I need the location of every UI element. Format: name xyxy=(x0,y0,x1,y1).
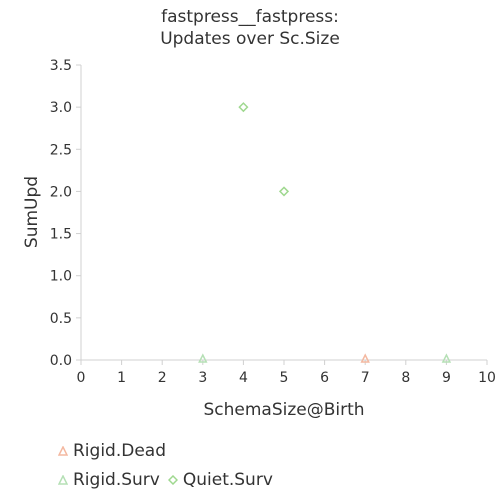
legend-label-rigid-dead: Rigid.Dead xyxy=(73,440,167,461)
data-point-rigid-surv xyxy=(198,353,208,363)
x-tick-label: 0 xyxy=(77,370,86,386)
data-point-quiet-surv xyxy=(238,102,249,113)
x-tick-label: 5 xyxy=(280,370,289,386)
y-tick-label: 1.0 xyxy=(50,269,72,285)
legend-item-rigid-dead: Rigid.Dead xyxy=(58,441,166,461)
y-tick-label: 2.0 xyxy=(50,184,72,200)
chart-title: fastpress__fastpress: Updates over Sc.Si… xyxy=(0,6,500,50)
x-tick-label: 8 xyxy=(401,370,410,386)
x-tick-label: 9 xyxy=(442,370,451,386)
y-tick-label: 0.0 xyxy=(50,353,72,369)
x-tick-label: 2 xyxy=(158,370,167,386)
x-axis-label: SchemaSize@Birth xyxy=(203,400,364,420)
x-tick-label: 1 xyxy=(117,370,126,386)
legend: Rigid.Dead Rigid.Surv Quiet.Surv xyxy=(58,436,281,494)
chart-title-line-1: fastpress__fastpress: xyxy=(161,7,339,27)
diamond-icon xyxy=(167,474,178,485)
x-tick-label: 4 xyxy=(239,370,248,386)
data-point-rigid-surv xyxy=(441,353,452,363)
legend-row: Rigid.Dead xyxy=(58,436,281,465)
legend-row: Rigid.Surv Quiet.Surv xyxy=(58,465,281,494)
chart-title-line-2: Updates over Sc.Size xyxy=(160,29,340,49)
legend-item-rigid-surv: Rigid.Surv xyxy=(58,470,160,490)
x-tick-label: 10 xyxy=(478,370,496,386)
y-tick-label: 3.5 xyxy=(50,58,72,74)
y-tick-label: 1.5 xyxy=(50,227,72,243)
x-tick-label: 6 xyxy=(320,370,329,386)
y-axis-label: SumUpd xyxy=(22,176,42,248)
triangle-icon xyxy=(58,445,68,456)
x-tick-label: 7 xyxy=(361,370,370,386)
data-point-quiet-surv xyxy=(278,186,290,197)
x-tick-label: 3 xyxy=(198,370,207,386)
data-points xyxy=(198,102,452,363)
y-tick-label: 3.0 xyxy=(50,100,72,116)
legend-label-rigid-surv: Rigid.Surv xyxy=(73,469,160,490)
data-point-rigid-dead xyxy=(360,353,370,363)
legend-item-quiet-surv: Quiet.Surv xyxy=(167,469,273,490)
y-tick-label: 2.5 xyxy=(50,142,72,158)
legend-label-quiet-surv: Quiet.Surv xyxy=(182,469,273,490)
triangle-icon xyxy=(58,474,68,485)
y-tick-label: 0.5 xyxy=(50,311,72,327)
axes: 0 1 2 3 4 5 6 7 8 9 10 0.0 0.5 1.0 1.5 2.0 2.5 3.0 3.5 xyxy=(50,58,496,386)
